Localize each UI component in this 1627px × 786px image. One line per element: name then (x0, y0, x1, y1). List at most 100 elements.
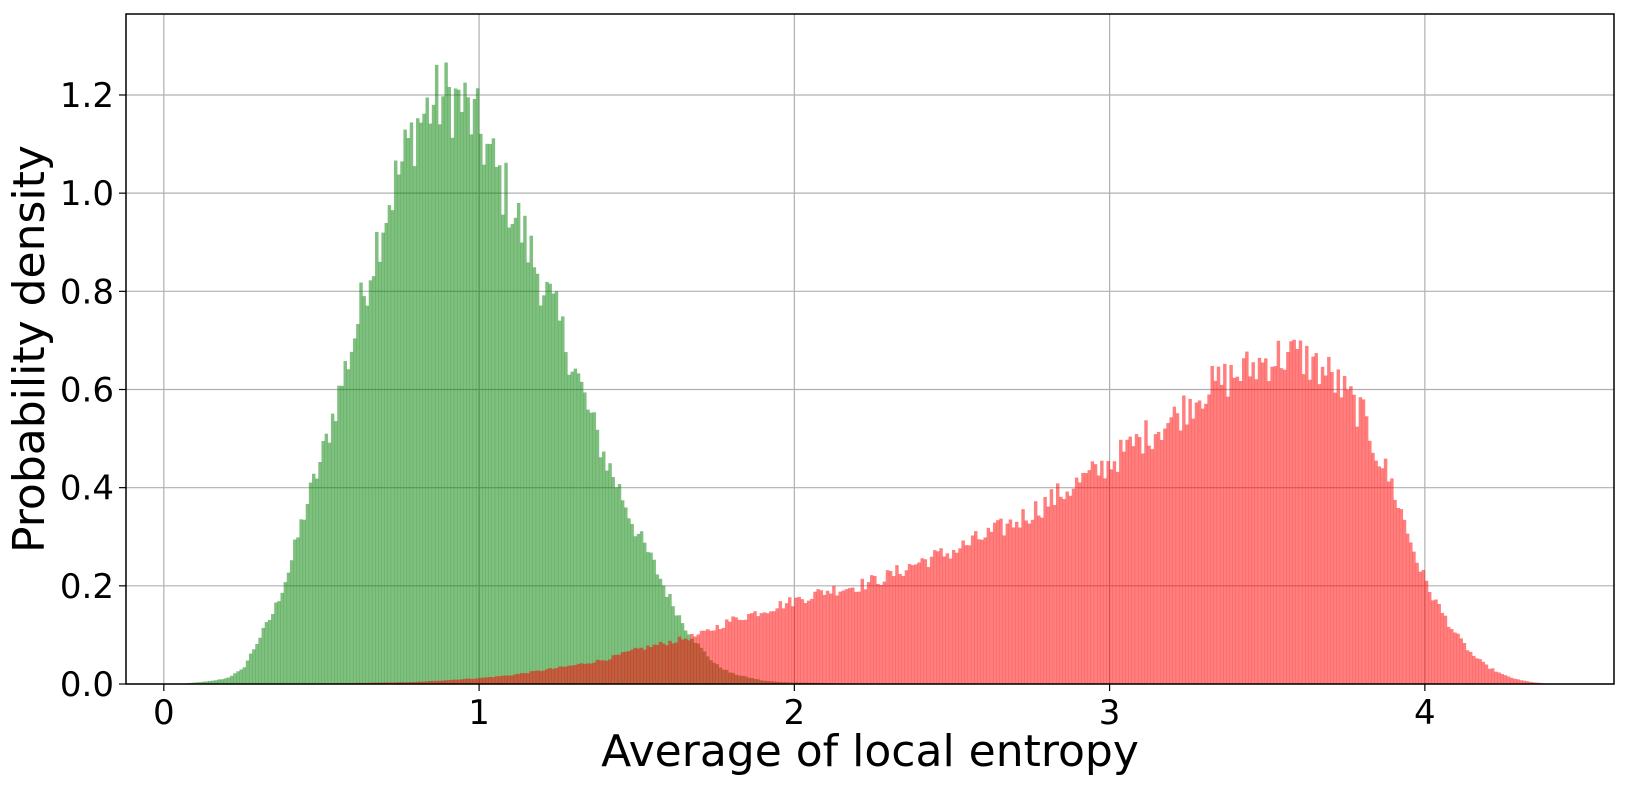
histogram-bar (1166, 423, 1170, 684)
histogram-bar (602, 451, 606, 684)
histogram-bar (756, 616, 760, 684)
histogram-bar (608, 463, 612, 684)
histogram-bar (857, 591, 861, 684)
histogram-bar (1062, 499, 1066, 684)
histogram-bar (942, 556, 946, 684)
histogram-bar (646, 552, 650, 684)
histogram-bar (1144, 420, 1148, 684)
histogram-bar (1327, 356, 1331, 684)
histogram-bar (822, 594, 827, 684)
histogram-bar (961, 540, 965, 684)
x-tick-label: 0 (153, 693, 175, 733)
histogram-bar (696, 634, 701, 684)
histogram-bar (1361, 399, 1366, 684)
histogram-bar (605, 660, 609, 684)
histogram-bar (844, 589, 849, 684)
histogram-bar (876, 584, 880, 684)
histogram-bar (923, 559, 928, 684)
histogram-bar (624, 507, 628, 684)
histogram-bar (958, 548, 962, 684)
histogram-bar (592, 412, 597, 684)
histogram-bar (409, 682, 414, 684)
histogram-bar (1037, 515, 1041, 684)
histogram-bar (841, 590, 846, 684)
histogram-bar (305, 504, 310, 684)
histogram-bar (690, 633, 694, 684)
histogram-bar (1355, 426, 1359, 684)
histogram-bar (892, 576, 896, 684)
histogram-bar (936, 551, 940, 684)
histogram-bar (1226, 396, 1230, 684)
histogram-bar (778, 601, 783, 684)
histogram-bar (1194, 402, 1199, 684)
histogram-bar (422, 113, 426, 684)
histogram-bar (498, 165, 502, 684)
x-tick-label: 2 (784, 693, 806, 733)
histogram-bar (589, 663, 593, 684)
histogram-bar (1103, 478, 1107, 684)
histogram-bar (453, 88, 458, 684)
histogram-bar (491, 138, 496, 685)
histogram-bar (1156, 431, 1161, 684)
histogram-bar (258, 637, 262, 684)
histogram-bar (684, 638, 688, 684)
histogram-bar (1333, 392, 1337, 684)
histogram-bar (996, 520, 1000, 684)
histogram-bar (1532, 682, 1536, 684)
histogram-bar (1320, 366, 1325, 684)
histogram-bar (1059, 496, 1063, 684)
histogram-bar (706, 629, 710, 684)
histogram-bar (1292, 339, 1296, 684)
histogram-bar (1339, 397, 1344, 684)
histogram-bar (463, 82, 467, 685)
histogram-bar (765, 613, 770, 684)
histogram-bar (1484, 664, 1489, 684)
histogram-bar (1204, 403, 1208, 684)
histogram-bar (721, 627, 726, 684)
histogram-bar (520, 242, 524, 684)
histogram-bar (1112, 461, 1117, 684)
histogram-bar (825, 590, 830, 684)
histogram-bar (1078, 482, 1082, 684)
histogram-bar (1213, 380, 1218, 684)
histogram-bar (1027, 523, 1032, 684)
histogram-bar (1128, 436, 1132, 684)
histogram-bar (1371, 452, 1375, 684)
plot-frame (125, 13, 1615, 685)
histogram-bar (507, 675, 511, 684)
histogram-bar (198, 682, 202, 684)
histogram-bar (652, 559, 656, 684)
histogram-bar (1396, 507, 1400, 684)
histogram-bar (743, 619, 748, 684)
histogram-bar (538, 671, 543, 684)
histogram-bar (312, 473, 316, 684)
histogram-bar (775, 608, 779, 684)
histogram-bar (1311, 356, 1315, 684)
histogram-bar (239, 669, 243, 684)
histogram-bar (501, 214, 505, 684)
histogram-bar (248, 653, 253, 684)
histogram-bar (1276, 340, 1281, 684)
histogram-bar (945, 553, 950, 684)
histogram-bar (633, 647, 638, 684)
histogram-bar (450, 137, 455, 684)
histogram-bar (469, 134, 474, 684)
histogram-bar (1090, 461, 1095, 684)
histogram-bar (400, 161, 404, 684)
histogram-bar (532, 267, 537, 684)
histogram-bar (425, 97, 429, 684)
y-tick-label: 1.2 (60, 76, 114, 116)
histogram-bar (425, 681, 429, 684)
histogram-bar (803, 603, 808, 684)
histogram-bar (526, 673, 530, 684)
histogram-bar (1446, 626, 1451, 684)
histogram-bar (702, 630, 707, 684)
histogram-bar (1459, 638, 1463, 684)
histogram-bar (242, 667, 247, 684)
histogram-bar (428, 123, 433, 684)
histogram-bar (393, 160, 398, 684)
histogram-bar (526, 262, 530, 684)
histogram-bar (450, 679, 455, 684)
histogram-bar (545, 669, 549, 684)
histogram-bar (516, 202, 521, 684)
